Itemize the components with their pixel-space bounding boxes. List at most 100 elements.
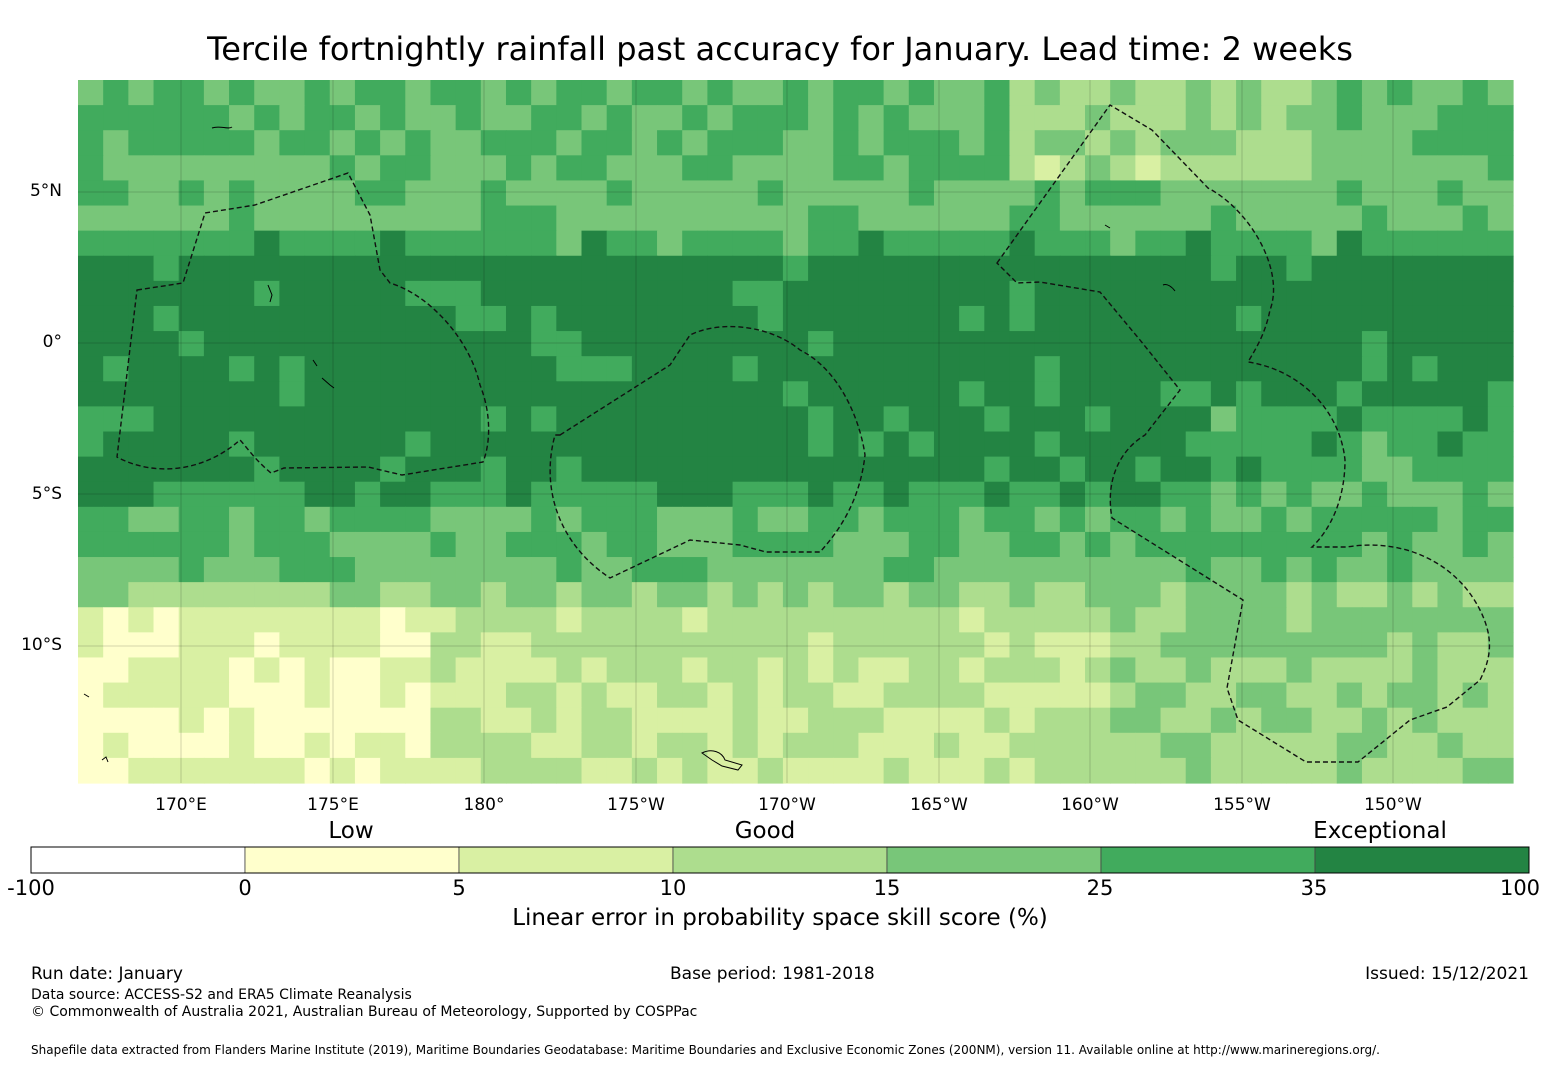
grid-cell — [933, 481, 960, 508]
grid-cell — [531, 280, 557, 307]
grid-cell — [480, 80, 507, 106]
grid-cell — [631, 331, 658, 357]
grid-cell — [556, 481, 583, 508]
grid-cell — [531, 331, 557, 357]
grid-cell — [782, 155, 809, 182]
grid-cell — [984, 682, 1011, 709]
grid-cell — [178, 105, 205, 131]
grid-cell — [405, 657, 432, 684]
grid-cell — [1336, 531, 1363, 558]
grid-cell — [1261, 255, 1288, 282]
grid-cell — [203, 105, 230, 131]
grid-cell — [1487, 456, 1514, 483]
grid-cell — [254, 280, 281, 307]
grid-cell — [430, 531, 457, 558]
grid-cell — [808, 381, 834, 407]
lon-label-175e: 175°E — [307, 795, 359, 815]
grid-cell — [304, 632, 331, 659]
grid-cell — [984, 707, 1011, 734]
grid-cell — [153, 180, 180, 207]
grid-cell — [1336, 80, 1363, 106]
eez-gilbert-islands — [116, 172, 490, 476]
grid-cell — [858, 205, 885, 232]
grid-cell — [329, 531, 356, 558]
grid-cell — [455, 707, 482, 734]
grid-cell — [984, 255, 1011, 282]
grid-cell — [581, 80, 608, 106]
lon-label-180: 180° — [463, 795, 505, 815]
grid-cell — [178, 682, 205, 709]
grid-cell — [657, 305, 683, 332]
grid-cell — [1034, 331, 1061, 357]
grid-cell — [380, 205, 406, 232]
grid-cell — [1412, 582, 1439, 608]
grid-cell — [757, 506, 784, 533]
grid-cell — [908, 105, 935, 131]
grid-cell — [883, 757, 910, 784]
grid-cell — [103, 607, 129, 633]
grid-cell — [153, 607, 180, 633]
grid-cell — [430, 557, 457, 583]
grid-cell — [455, 456, 482, 483]
grid-cell — [279, 682, 306, 709]
grid-cell — [631, 682, 658, 709]
grid-cell — [430, 356, 457, 382]
grid-cell — [581, 707, 608, 734]
grid-cell — [531, 506, 557, 533]
grid-cell — [178, 607, 205, 633]
grid-cell — [631, 707, 658, 734]
grid-cell — [757, 657, 784, 684]
grid-cell — [1311, 732, 1338, 759]
grid-cell — [1361, 205, 1388, 232]
grid-cell — [1085, 431, 1111, 458]
grid-cell — [505, 607, 532, 633]
grid-cell — [657, 707, 683, 734]
grid-cell — [1135, 406, 1162, 433]
grid-cell — [1009, 557, 1036, 583]
grid-cell — [959, 506, 985, 533]
grid-cell — [1361, 331, 1388, 357]
grid-cell — [959, 481, 985, 508]
grid-cell — [279, 707, 306, 734]
grid-cell — [505, 707, 532, 734]
grid-cell — [1311, 657, 1338, 684]
grid-cell — [229, 80, 255, 106]
grid-cell — [556, 406, 583, 433]
skill-score-grid — [78, 80, 1514, 784]
grid-cell — [782, 632, 809, 659]
grid-cell — [1487, 707, 1514, 734]
grid-cell — [959, 331, 985, 357]
grid-cell — [1135, 130, 1162, 156]
grid-cell — [279, 657, 306, 684]
grid-cell — [455, 431, 482, 458]
grid-cell — [1110, 356, 1136, 382]
grid-cell — [1286, 205, 1313, 232]
grid-cell — [1412, 707, 1439, 734]
grid-cell — [1135, 607, 1162, 633]
grid-cell — [229, 130, 255, 156]
grid-cell — [631, 255, 658, 282]
grid-cell — [78, 381, 104, 407]
grid-cell — [1059, 506, 1086, 533]
grid-cell — [1412, 230, 1439, 257]
grid-cell — [1311, 230, 1338, 257]
grid-cell — [833, 757, 860, 784]
grid-cell — [1236, 180, 1262, 207]
grid-cell — [380, 155, 406, 182]
grid-cell — [1110, 732, 1136, 759]
grid-cell — [405, 707, 432, 734]
grid-cell — [531, 180, 557, 207]
grid-cell — [933, 607, 960, 633]
colorbar-tick: -100 — [7, 876, 55, 900]
grid-cell — [128, 105, 155, 131]
grid-cell — [883, 506, 910, 533]
grid-cell — [380, 255, 406, 282]
grid-cell — [380, 105, 406, 131]
grid-cell — [304, 582, 331, 608]
grid-cell — [455, 305, 482, 332]
grid-cell — [657, 80, 683, 106]
grid-cell — [1059, 557, 1086, 583]
grid-cell — [128, 130, 155, 156]
grid-cell — [178, 632, 205, 659]
grid-cell — [1160, 732, 1187, 759]
